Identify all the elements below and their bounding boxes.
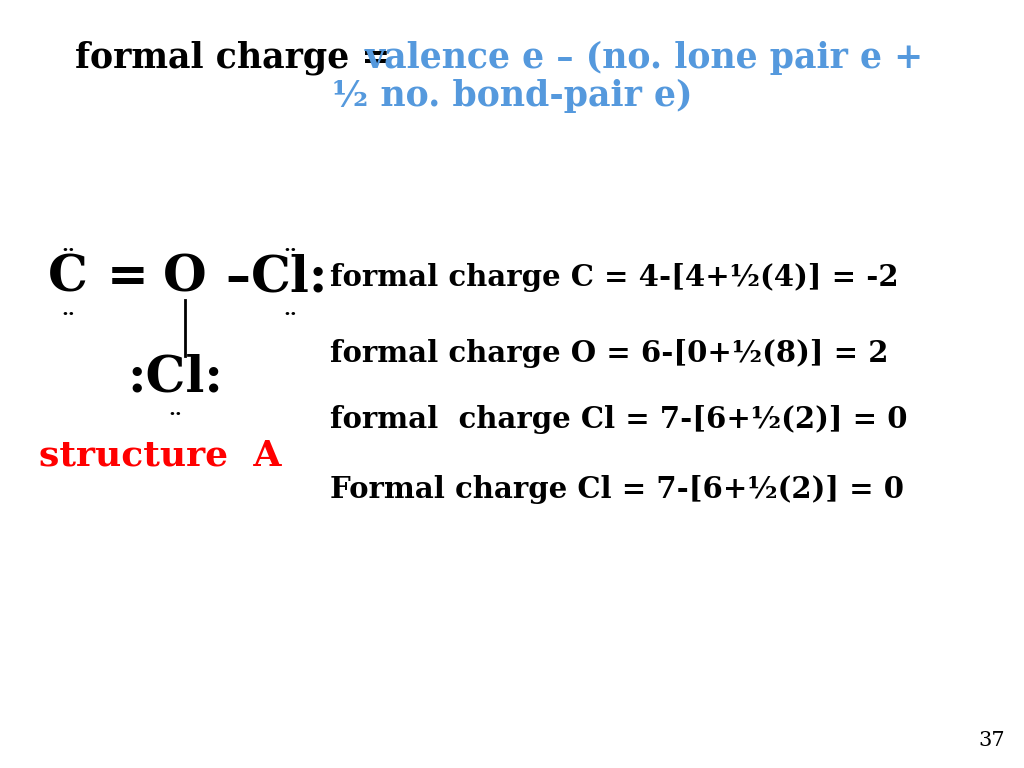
- Text: Formal charge Cl = 7-[6+½(2)] = 0: Formal charge Cl = 7-[6+½(2)] = 0: [330, 475, 904, 505]
- Text: valence e – (no. lone pair e +: valence e – (no. lone pair e +: [365, 41, 924, 75]
- Text: ..: ..: [283, 301, 297, 319]
- Text: formal charge O = 6-[0+½(8)] = 2: formal charge O = 6-[0+½(8)] = 2: [330, 339, 889, 368]
- Text: ..: ..: [61, 237, 75, 255]
- Text: ..: ..: [61, 301, 75, 319]
- Text: Cl:: Cl:: [251, 253, 329, 303]
- Text: structure  A: structure A: [39, 439, 282, 473]
- Text: –: –: [225, 253, 251, 303]
- Text: O: O: [163, 253, 207, 303]
- Text: =: =: [108, 253, 148, 303]
- Text: C: C: [48, 253, 88, 303]
- Text: formal charge C = 4-[4+½(4)] = -2: formal charge C = 4-[4+½(4)] = -2: [330, 263, 899, 293]
- Text: 37: 37: [978, 731, 1005, 750]
- Text: ..: ..: [168, 401, 182, 419]
- Text: ..: ..: [283, 237, 297, 255]
- Text: ½ no. bond-pair e): ½ no. bond-pair e): [332, 79, 692, 113]
- Text: formal  charge Cl = 7-[6+½(2)] = 0: formal charge Cl = 7-[6+½(2)] = 0: [330, 406, 907, 435]
- Text: :Cl:: :Cl:: [127, 353, 223, 402]
- Text: formal charge =: formal charge =: [75, 41, 390, 75]
